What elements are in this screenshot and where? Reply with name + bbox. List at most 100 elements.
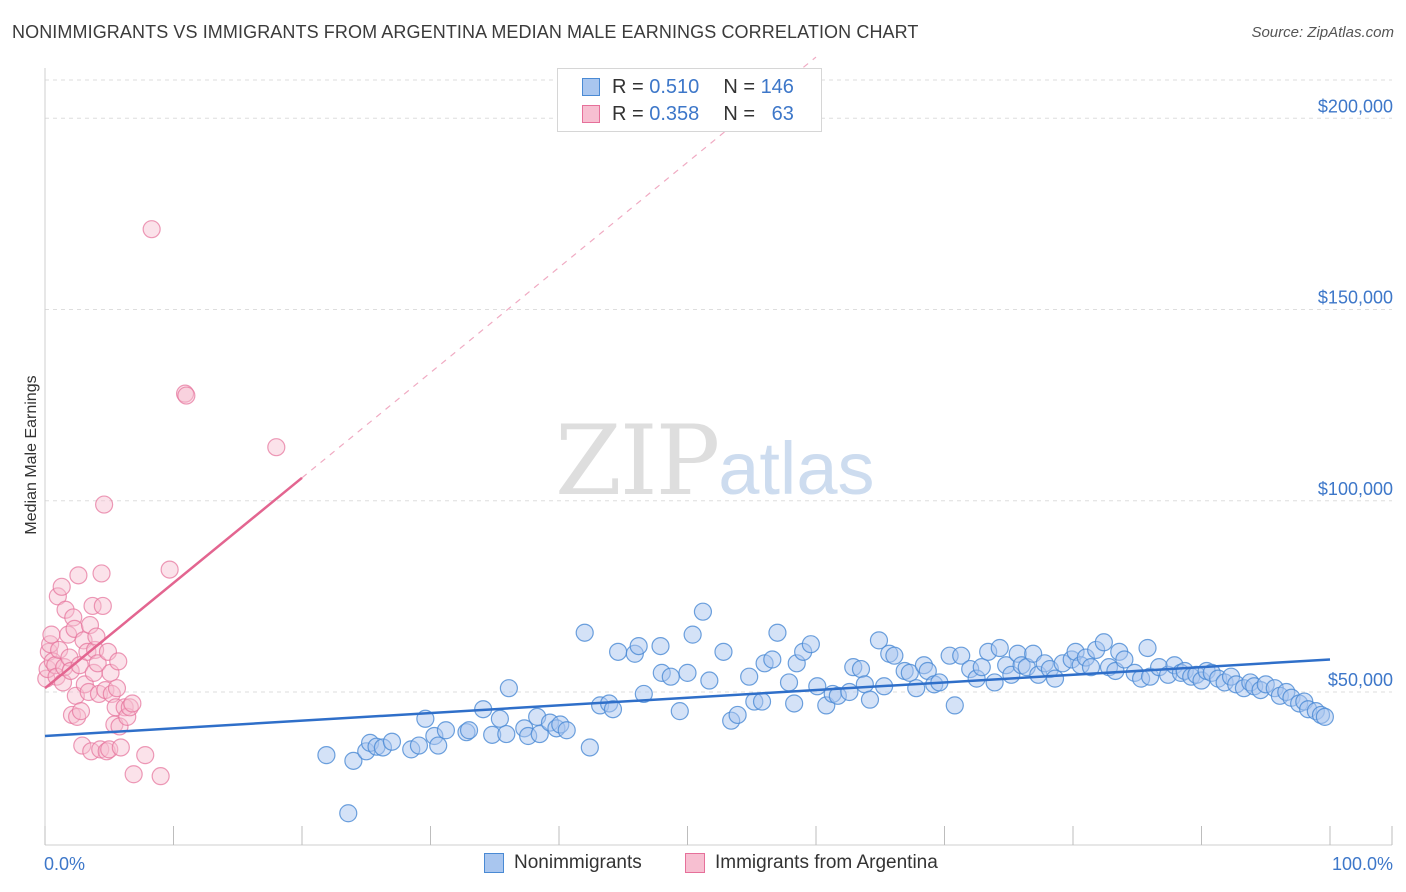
nonimmigrants-point [900,663,919,682]
nonimmigrants-point [651,636,670,656]
nonimmigrants-point [629,636,648,656]
y-axis-label: Median Male Earnings [23,375,40,534]
grid-lines [45,79,1392,693]
immigrants-point [88,654,107,673]
nonimmigrants-point [575,623,594,642]
immigrants-point [83,596,102,616]
immigrants-point [42,625,61,644]
legend-item-immigrants: Immigrants from Argentina [685,852,938,874]
nonimmigrants-point [670,702,689,721]
nonimmigrants-point [768,623,787,642]
chart-title: NONIMMIGRANTS VS IMMIGRANTS FROM ARGENTI… [12,22,919,42]
immigrants-point [52,577,71,596]
immigrants-point [160,560,179,579]
immigrants-point [92,564,111,583]
nonimmigrants-point [740,667,759,686]
nonimmigrants-point [779,673,799,692]
nonimmigrants-point [429,736,448,755]
nonimmigrants-point [1045,669,1065,688]
tick-labels: $50,000 $100,000 $150,000 $200,000 0.0% 100.0… [44,96,1393,874]
nonimmigrants-point [530,724,549,744]
legend-label-nonimmigrants: Nonimmigrants [514,852,642,873]
immigrants-point [267,438,286,457]
immigrants-point [64,608,83,627]
nonimmigrants-point [952,646,971,665]
immigrants-point [177,386,196,405]
immigrants-point [82,742,101,761]
nonimmigrants-point [1115,650,1134,669]
immigrants-point [107,679,127,698]
legend-swatch-pink [582,105,600,123]
immigrants-point [111,738,130,757]
nonimmigrants-point [436,721,456,740]
nonimmigrants-point [409,736,429,755]
nonimmigrants-point [808,677,827,696]
legend-r-value: 0.510 [649,75,700,98]
nonimmigrants-point [700,671,719,690]
nonimmigrants-point [339,804,358,823]
immigrants-point [97,742,116,761]
immigrants-point [102,684,121,704]
immigrants-point [80,615,100,635]
immigrants-argentina-points [37,220,286,786]
immigrants-point [56,600,75,619]
x-tick-label: 100.0% [1332,854,1393,874]
nonimmigrants-point [869,631,889,650]
nonimmigrants-point [990,638,1009,658]
legend-r-label: R = [612,102,644,125]
nonimmigrants-point [855,675,874,694]
legend-swatch-blue [484,853,504,873]
y-tick-label: $150,000 [1318,288,1393,308]
watermark-zip: ZIP [555,405,720,517]
legend-swatch-blue [582,78,600,96]
immigrants-point [95,495,114,514]
legend-n-value: 146 [760,75,794,98]
nonimmigrants-point [945,696,964,715]
watermark: ZIPatlas [555,405,875,517]
legend-label-immigrants: Immigrants from Argentina [715,852,938,873]
nonimmigrants-point [683,625,702,644]
nonimmigrants-point [763,650,782,669]
nonimmigrants-point [860,690,880,709]
nonimmigrants-point [317,746,336,765]
nonimmigrants-point [907,679,926,698]
legend-row-immigrants: R = 0.358 N = 63 [582,101,794,127]
immigrants-trend-line [44,476,303,690]
nonimmigrants-point [985,673,1004,692]
legend-n-value: 63 [771,102,794,125]
nonimmigrants-point [752,692,772,711]
nonimmigrants-point [678,663,697,682]
legend-r-value: 0.358 [649,102,700,125]
nonimmigrants-trend-line [44,658,1331,738]
nonimmigrants-point [1094,633,1113,652]
nonimmigrants-point [840,682,859,702]
immigrants-point [48,587,67,606]
immigrants-point [50,640,69,660]
immigrants-point [100,740,119,759]
immigrants-point [69,566,88,585]
immigrants-point [109,652,128,671]
watermark-atlas: atlas [718,427,875,510]
source-note: Source: ZipAtlas.com [1251,24,1394,41]
legend-n-label: N = [723,75,755,98]
legend-row-nonimmigrants: R = 0.510 N = 146 [582,74,794,100]
legend-r-label: R = [612,75,644,98]
nonimmigrants-point [580,738,599,757]
nonimmigrants-points [317,602,1334,823]
nonimmigrants-point [1081,658,1101,677]
nonimmigrants-point [634,684,653,704]
immigrants-point [60,648,79,667]
nonimmigrants-point [499,679,518,698]
immigrants-point [142,220,161,239]
nonimmigrants-point [851,659,871,679]
nonimmigrants-point [661,667,680,686]
y-tick-label: $100,000 [1318,479,1393,499]
nonimmigrants-point [382,732,402,751]
nonimmigrants-point [1315,707,1334,726]
immigrants-point [73,736,92,755]
immigrants-point [136,746,155,765]
immigrants-point [61,661,80,681]
immigrants-point [71,702,91,721]
nonimmigrants-point [693,602,713,621]
